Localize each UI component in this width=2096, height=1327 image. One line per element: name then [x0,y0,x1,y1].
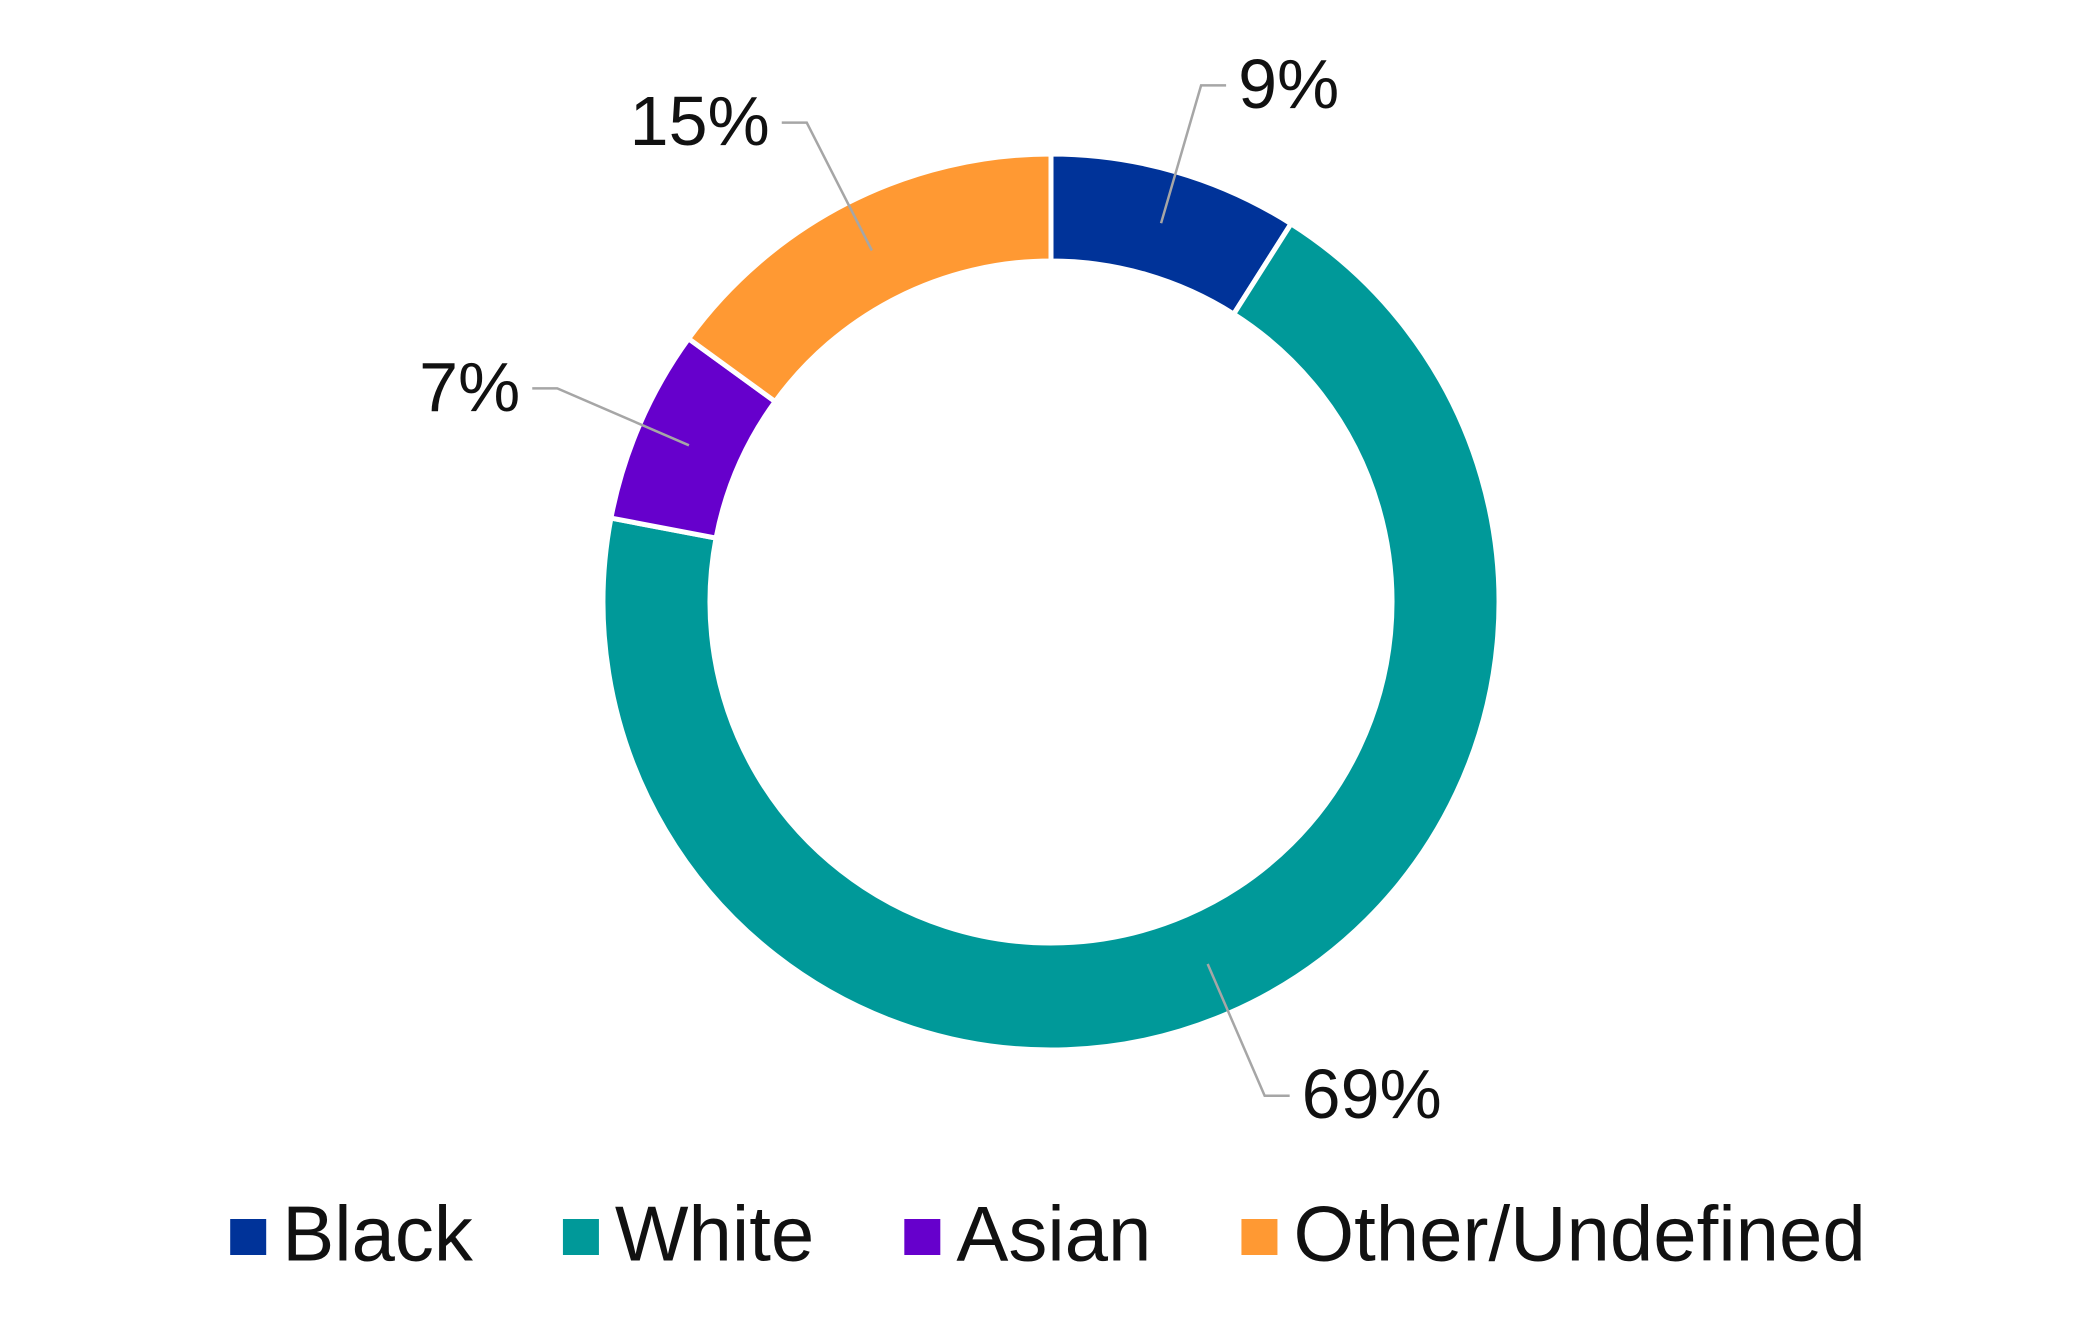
legend-item: Asian [904,1190,1151,1278]
legend-item: Black [230,1190,474,1278]
slice [685,151,1054,406]
legend-item: Other/Undefined [1241,1190,1866,1278]
legend-label: Black [282,1190,474,1278]
data-label: 15% [630,82,770,160]
legend-swatch [562,1219,599,1255]
legend-label: Other/Undefined [1293,1190,1865,1278]
data-label: 9% [1238,45,1339,123]
legend-swatch [1241,1219,1278,1255]
leader-line [1206,963,1290,1098]
legend-label: Asian [956,1190,1151,1278]
legend-swatch [230,1219,267,1255]
legend-swatch [904,1219,941,1255]
leader-line [781,121,874,252]
slice [600,220,1502,1053]
data-label: 69% [1302,1055,1442,1133]
leader-line [1159,84,1227,224]
legend-label: White [615,1190,814,1278]
data-label: 7% [419,348,520,426]
legend-item: White [562,1190,814,1278]
leader-line [532,387,690,447]
